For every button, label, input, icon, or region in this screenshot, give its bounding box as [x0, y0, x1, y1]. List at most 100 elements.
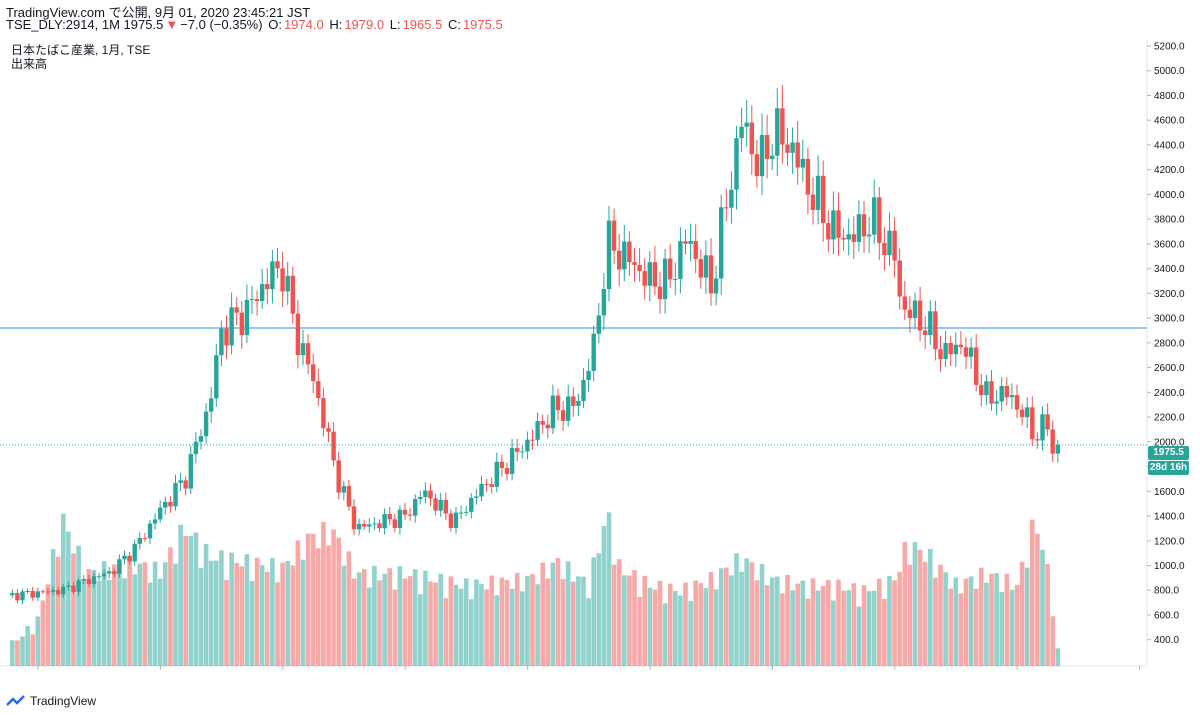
candle-body [1030, 407, 1035, 440]
volume-bar [168, 547, 173, 666]
candle-body [693, 240, 698, 260]
candle-body [81, 578, 86, 581]
candle-body [372, 523, 377, 525]
volume-bar [642, 575, 647, 666]
volume-bar [948, 588, 953, 666]
candle-body [239, 312, 244, 336]
volume-bar [790, 590, 795, 666]
volume-bar [443, 598, 449, 666]
candle-body [132, 543, 137, 562]
volume-bar [759, 564, 765, 666]
volume-bar [417, 594, 423, 666]
candle-body [1014, 394, 1020, 410]
candle-body [958, 344, 964, 348]
candle-body [586, 370, 591, 381]
candle-body [953, 344, 958, 355]
countdown-badge: 28d 16h [1148, 461, 1189, 475]
volume-bar [570, 581, 576, 666]
volume-bar [321, 521, 326, 666]
candle-body [530, 439, 535, 441]
candle-body [790, 142, 795, 153]
volume-bar [611, 564, 617, 666]
volume-bar [601, 525, 607, 666]
volume-bar [9, 640, 15, 666]
volume-bar [907, 564, 913, 666]
y-tick-label: 2200.0 [1154, 413, 1185, 424]
volume-bar [1009, 589, 1015, 666]
volume-bar [30, 634, 35, 666]
volume-bar [213, 560, 219, 666]
volume-bar [657, 580, 663, 666]
volume-bar [933, 577, 938, 666]
volume-bar [550, 562, 556, 666]
candle-body [907, 309, 913, 319]
candle-body [412, 499, 418, 516]
volume-bar [463, 578, 469, 666]
candle-body [943, 342, 948, 360]
candle-body [392, 519, 397, 528]
volume-bar [468, 599, 474, 666]
candle-body [662, 258, 668, 300]
volume-bar [519, 591, 525, 666]
volume-bar [749, 562, 755, 666]
volume-bar [81, 580, 86, 666]
candle-body [356, 523, 362, 530]
volume-bar [438, 573, 443, 666]
candle-body [265, 284, 270, 290]
volume-bar [871, 590, 877, 666]
y-tick-label: 3600.0 [1154, 239, 1185, 250]
candle-body [1055, 444, 1060, 454]
y-tick-label: 2600.0 [1154, 363, 1185, 374]
candle-body [152, 519, 158, 524]
candle-body [321, 398, 326, 429]
candle-body [866, 234, 872, 237]
candle-body [922, 330, 928, 336]
candle-body [938, 349, 943, 360]
volume-bar [902, 541, 908, 666]
volume-bar [259, 565, 265, 666]
volume-bar [387, 568, 392, 666]
volume-bar [785, 574, 790, 666]
candle-body [275, 261, 280, 269]
volume-bar [632, 570, 637, 666]
candle-body [769, 155, 775, 159]
candle-body [968, 347, 974, 357]
volume-bar [428, 581, 433, 666]
ohlc-header: TSE_DLY:2914, 1M 1975.5 ▼ −7.0 (−0.35%) O:… [6, 17, 505, 32]
volume-bar [305, 533, 311, 666]
candle-body [642, 271, 647, 286]
y-tick-label: 3000.0 [1154, 314, 1185, 325]
candle-body [673, 278, 678, 280]
volume-bar [1045, 564, 1050, 666]
candle-body [453, 512, 459, 528]
candle-body [331, 431, 336, 461]
volume-bar [887, 575, 892, 666]
volume-bar [173, 563, 178, 666]
volume-bar [922, 561, 928, 666]
volume-bar [20, 636, 25, 666]
volume-bar [667, 583, 673, 666]
price-chart[interactable]: 400.0 600.0 800.0 1000.0 1200.0 1400.0 1600.0 1… [0, 40, 1200, 670]
candle-body [208, 398, 214, 412]
y-tick-label: 1400.0 [1154, 512, 1185, 523]
volume-bar [729, 575, 734, 666]
candle-body [917, 300, 923, 331]
y-tick-label: 4800.0 [1154, 91, 1185, 102]
candle-body [611, 220, 617, 251]
volume-bar [989, 573, 994, 666]
open-value: 1974.0 [283, 17, 324, 32]
volume-bar [713, 589, 719, 666]
volume-bar [560, 579, 566, 666]
candle-body [499, 461, 505, 468]
volume-bar [147, 582, 153, 666]
tradingview-footer[interactable]: TradingView [6, 694, 96, 708]
last-price-badge: 1975.5 [1148, 446, 1189, 460]
candle-body [367, 524, 372, 527]
volume-bar [219, 550, 224, 666]
candle-body [846, 234, 851, 240]
volume-bar [535, 584, 540, 666]
candle-body [295, 313, 301, 356]
candle-body [254, 299, 260, 302]
close-label: C: [447, 17, 461, 32]
volume-bar [754, 580, 760, 666]
